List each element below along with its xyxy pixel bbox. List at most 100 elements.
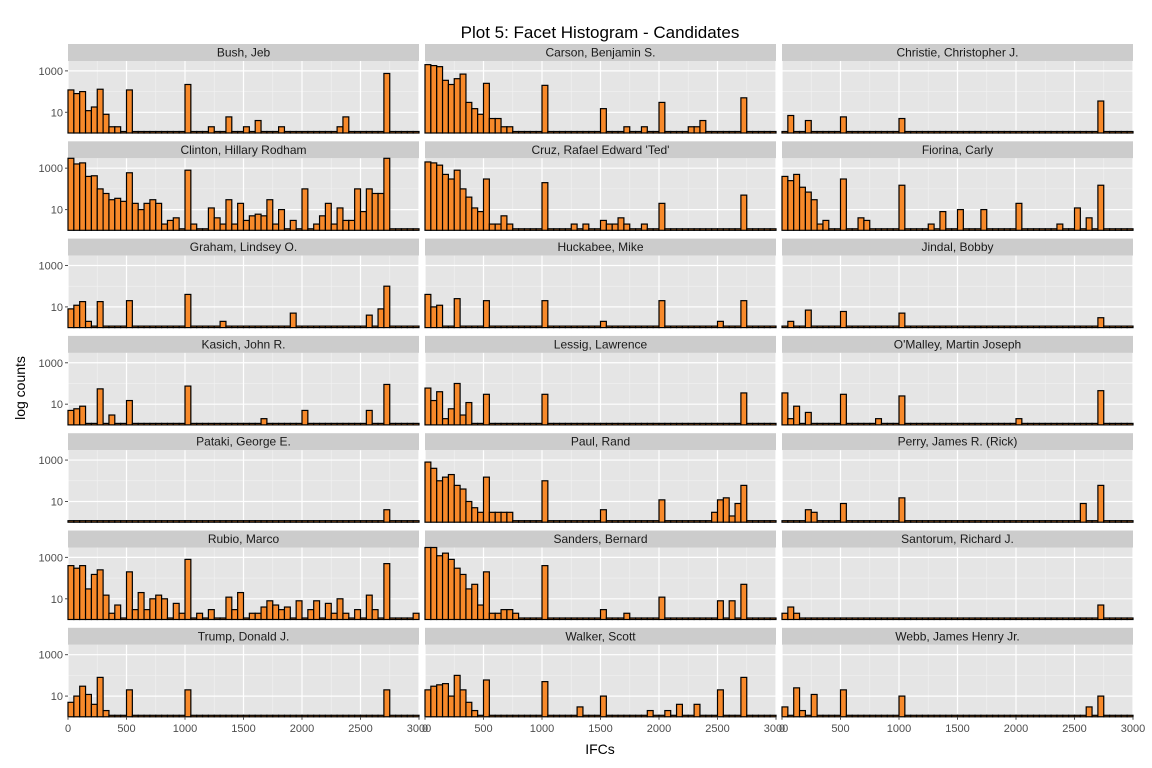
histogram-bar	[131, 714, 139, 718]
histogram-bar	[769, 520, 777, 523]
histogram-bar	[716, 600, 724, 621]
histogram-bar	[225, 714, 233, 718]
histogram-bar	[705, 130, 713, 134]
histogram-bar	[102, 192, 110, 231]
histogram-bar	[558, 422, 566, 426]
histogram-bar	[359, 422, 367, 426]
histogram-bar	[728, 515, 736, 523]
histogram-bar	[1056, 325, 1064, 329]
histogram-bar	[951, 714, 959, 718]
histogram-bar	[541, 480, 549, 523]
histogram-bar	[594, 520, 602, 523]
histogram-bar	[991, 130, 1000, 134]
histogram-bar	[494, 422, 502, 426]
histogram-bar	[558, 617, 566, 621]
histogram-bar	[664, 228, 672, 231]
histogram-bar	[623, 422, 631, 426]
histogram-bar	[728, 325, 736, 329]
histogram-bar	[1103, 325, 1111, 329]
histogram-bar	[67, 308, 75, 329]
histogram-bar	[857, 325, 865, 329]
histogram-bar	[231, 609, 239, 621]
histogram-bar	[986, 228, 994, 231]
histogram-bar	[734, 130, 742, 134]
histogram-bar	[477, 604, 485, 621]
histogram-bar	[436, 684, 444, 718]
histogram-bar	[90, 325, 98, 329]
histogram-bar	[839, 502, 847, 523]
histogram-bar	[143, 422, 151, 426]
histogram-bar	[389, 714, 397, 718]
histogram-bar	[1120, 422, 1128, 426]
histogram-bar	[307, 714, 315, 718]
histogram-bar	[553, 714, 561, 718]
histogram-bar	[1044, 228, 1052, 231]
histogram-bar	[482, 476, 490, 523]
histogram-bar	[225, 520, 233, 523]
facet-strip-label: Clinton, Hillary Rodham	[180, 143, 306, 157]
histogram-bar	[968, 130, 976, 134]
histogram-bar	[365, 130, 373, 134]
facet-strip-label: Kasich, John R.	[201, 337, 285, 351]
histogram-bar	[652, 228, 660, 231]
histogram-bar	[693, 126, 701, 134]
histogram-bar	[278, 126, 286, 134]
histogram-bar	[611, 130, 619, 134]
histogram-bar	[857, 130, 865, 134]
histogram-bar	[1015, 520, 1023, 523]
histogram-bar	[535, 617, 543, 621]
histogram-bar	[921, 714, 929, 718]
histogram-bar	[623, 325, 631, 329]
histogram-bar	[295, 130, 303, 134]
facet-strip	[68, 141, 419, 159]
histogram-bar	[307, 228, 315, 231]
histogram-bar	[424, 546, 432, 621]
histogram-bar	[588, 228, 596, 231]
histogram-bar	[617, 617, 625, 621]
histogram-bar	[869, 617, 877, 621]
y-tick-label: 1000	[39, 455, 63, 467]
histogram-bar	[1073, 130, 1081, 134]
histogram-bar	[933, 325, 941, 329]
histogram-bar	[225, 596, 233, 621]
histogram-bar	[845, 422, 853, 426]
facet-panel-lessig-lawrence: Lessig, Lawrence	[424, 335, 777, 426]
histogram-bar	[681, 325, 689, 329]
histogram-bar	[354, 422, 362, 426]
histogram-bar	[980, 325, 988, 329]
histogram-bar	[254, 714, 262, 718]
histogram-bar	[687, 617, 695, 621]
histogram-bar	[500, 609, 508, 621]
histogram-bar	[307, 520, 315, 523]
histogram-bar	[336, 422, 344, 426]
histogram-bar	[406, 325, 414, 329]
histogram-bar	[1079, 325, 1087, 329]
histogram-bar	[910, 520, 918, 523]
facet-strip-label: Graham, Lindsey O.	[190, 240, 297, 254]
histogram-bar	[219, 223, 227, 231]
histogram-bar	[266, 199, 274, 231]
histogram-bar	[1079, 714, 1087, 718]
histogram-bar	[453, 169, 461, 231]
histogram-bar	[599, 422, 607, 426]
histogram-bar	[822, 714, 830, 718]
histogram-bar	[1126, 422, 1134, 426]
histogram-bar	[816, 617, 824, 621]
histogram-bar	[629, 520, 637, 523]
histogram-bar	[430, 162, 438, 231]
histogram-bar	[500, 714, 508, 718]
histogram-bar	[757, 422, 765, 426]
histogram-bar	[318, 520, 326, 523]
histogram-bar	[131, 520, 139, 523]
histogram-bar	[646, 325, 654, 329]
histogram-bar	[933, 130, 941, 134]
histogram-bar	[359, 210, 367, 231]
histogram-bar	[260, 418, 268, 426]
histogram-bar	[898, 184, 906, 231]
histogram-bar	[834, 520, 842, 523]
histogram-bar	[184, 83, 192, 134]
histogram-bar	[295, 600, 303, 621]
histogram-bar	[389, 520, 397, 523]
histogram-bar	[143, 130, 151, 134]
